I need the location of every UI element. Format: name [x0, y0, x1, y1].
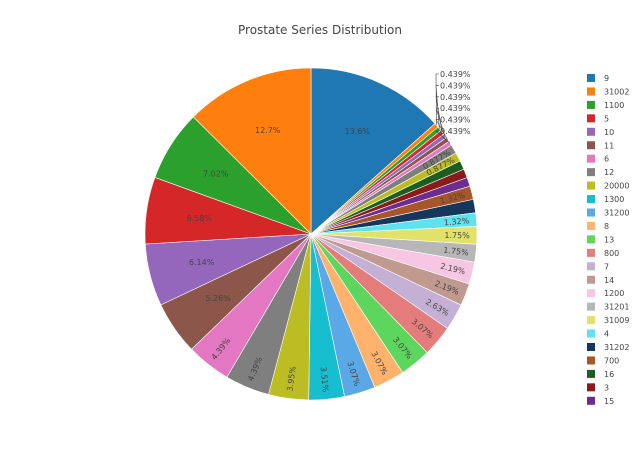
legend-swatch-1300[interactable] — [587, 195, 595, 204]
legend-swatch-12[interactable] — [587, 168, 595, 177]
legend-label-6[interactable]: 6 — [604, 155, 609, 164]
legend-swatch-14[interactable] — [587, 275, 595, 284]
legend-label-1100[interactable]: 1100 — [604, 101, 624, 110]
legend-swatch-1200[interactable] — [587, 289, 595, 298]
slice-label: 12.7% — [255, 126, 281, 135]
legend-label-7[interactable]: 7 — [604, 262, 609, 271]
label-leader-line — [435, 119, 448, 140]
legend-swatch-700[interactable] — [587, 356, 595, 365]
slice-label: 1.75% — [443, 246, 470, 258]
slice-outside-label: 0.439% — [440, 116, 471, 125]
slice-label: 3.95% — [285, 365, 297, 392]
legend-label-1200[interactable]: 1200 — [604, 289, 624, 298]
legend-swatch-13[interactable] — [587, 235, 595, 244]
pie-outside-labels: 0.439% 0.439% 0.439% 0.439% 0.439% 0.439% — [435, 70, 471, 144]
legend-label-1300[interactable]: 1300 — [604, 195, 624, 204]
legend-label-13[interactable]: 13 — [604, 235, 614, 244]
legend-swatch-8[interactable] — [587, 221, 595, 230]
chart-title: Prostate Series Distribution — [238, 23, 402, 37]
legend-label-800[interactable]: 800 — [604, 249, 619, 258]
legend-swatch-800[interactable] — [587, 248, 595, 257]
slice-label: 5.26% — [205, 294, 231, 303]
legend-swatch-16[interactable] — [587, 369, 595, 378]
slice-label: 7.02% — [203, 170, 229, 179]
legend: 9310021100510116122000013003120081380071… — [587, 74, 629, 406]
legend-swatch-15[interactable] — [587, 396, 595, 405]
slice-label: 6.58% — [187, 214, 213, 223]
slice-label: 13.6% — [344, 127, 370, 136]
legend-swatch-4[interactable] — [587, 329, 595, 338]
legend-label-31200[interactable]: 31200 — [604, 209, 629, 218]
legend-label-5[interactable]: 5 — [604, 114, 609, 123]
legend-label-31201[interactable]: 31201 — [604, 303, 629, 312]
legend-label-8[interactable]: 8 — [604, 222, 609, 231]
legend-label-31202[interactable]: 31202 — [604, 343, 629, 352]
legend-swatch-11[interactable] — [587, 141, 595, 150]
slice-outside-label: 0.439% — [440, 81, 471, 90]
slice-outside-label: 0.439% — [440, 104, 471, 113]
legend-swatch-1100[interactable] — [587, 100, 595, 109]
slice-outside-label: 0.439% — [440, 93, 471, 102]
legend-label-31009[interactable]: 31009 — [604, 316, 629, 325]
legend-swatch-31202[interactable] — [587, 343, 595, 351]
legend-swatch-5[interactable] — [587, 114, 595, 123]
label-leader-line — [435, 107, 446, 136]
legend-swatch-10[interactable] — [587, 127, 595, 136]
legend-swatch-7[interactable] — [587, 262, 595, 271]
slice-label: 3.51% — [319, 366, 330, 393]
legend-label-14[interactable]: 14 — [604, 276, 614, 285]
legend-label-3[interactable]: 3 — [604, 383, 609, 392]
legend-swatch-31009[interactable] — [587, 316, 595, 325]
legend-label-15[interactable]: 15 — [604, 397, 614, 406]
legend-label-20000[interactable]: 20000 — [604, 182, 629, 191]
slice-label: 1.32% — [443, 216, 469, 227]
pie-slice-31002[interactable] — [192, 67, 312, 235]
pie-slice-9[interactable] — [310, 67, 436, 235]
slice-outside-label: 0.439% — [440, 127, 471, 136]
legend-label-10[interactable]: 10 — [604, 128, 614, 137]
legend-swatch-31200[interactable] — [587, 208, 595, 217]
legend-label-4[interactable]: 4 — [604, 330, 609, 339]
legend-swatch-9[interactable] — [587, 74, 595, 82]
slice-label: 6.14% — [189, 258, 215, 267]
legend-label-31002[interactable]: 31002 — [604, 87, 629, 96]
legend-swatch-31002[interactable] — [587, 87, 595, 96]
pie-slices — [144, 67, 478, 401]
legend-swatch-3[interactable] — [587, 383, 595, 392]
legend-swatch-6[interactable] — [587, 154, 595, 163]
slice-outside-label: 0.439% — [440, 70, 471, 79]
slice-label: 1.75% — [444, 231, 470, 240]
legend-label-16[interactable]: 16 — [604, 370, 614, 379]
legend-swatch-20000[interactable] — [587, 181, 595, 190]
legend-label-11[interactable]: 11 — [604, 141, 614, 150]
legend-label-9[interactable]: 9 — [604, 74, 609, 83]
legend-swatch-31201[interactable] — [587, 302, 595, 311]
legend-label-12[interactable]: 12 — [604, 168, 614, 177]
label-leader-line — [435, 130, 451, 144]
legend-label-700[interactable]: 700 — [604, 356, 619, 365]
